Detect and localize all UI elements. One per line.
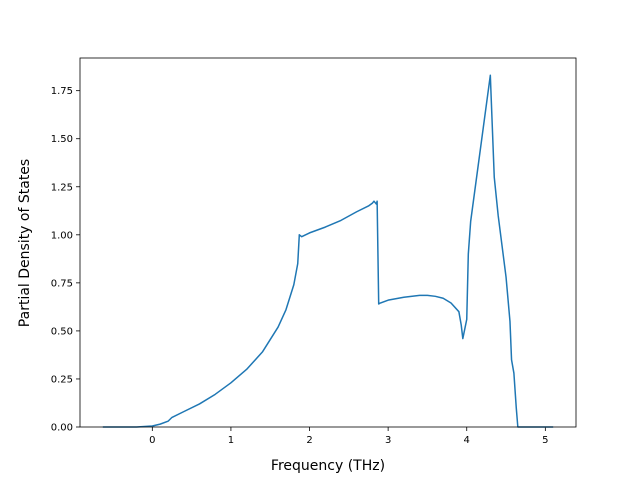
y-tick-label: 0.00 [51,423,73,434]
y-tick-label: 0.25 [51,374,73,385]
x-tick-label: 4 [464,435,470,446]
y-tick-label: 1.75 [51,86,73,97]
line [102,74,554,428]
x-tick-label: 3 [385,435,391,446]
y-tick-label: 1.00 [51,230,73,241]
x-tick-label: 1 [228,435,234,446]
y-tick-label: 0.75 [51,278,73,289]
y-tick-label: 1.25 [51,182,73,193]
x-tick-label: 0 [149,435,155,446]
plot-frame [79,57,577,428]
x-axis-label: Frequency (THz) [271,458,385,474]
x-tick-label: 5 [542,435,548,446]
y-tick-label: 0.50 [51,326,73,337]
y-axis-label: Partial Density of States [17,159,33,327]
x-tick-label: 2 [306,435,312,446]
y-tick-label: 1.50 [51,134,73,145]
